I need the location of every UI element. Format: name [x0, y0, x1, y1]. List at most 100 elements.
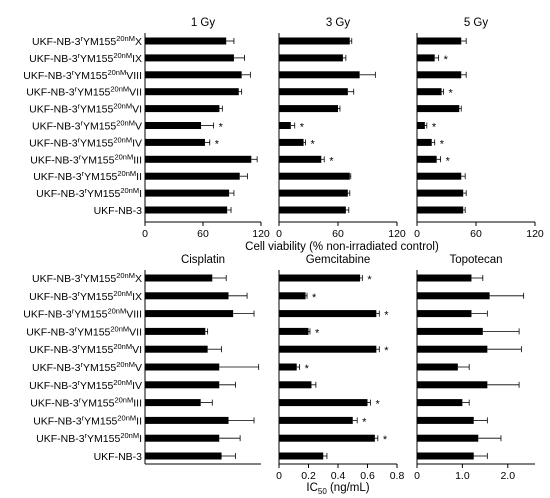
row-label: UKF-NB-3rYM15520nMI [36, 186, 142, 200]
panel-title: Gemcitabine [306, 254, 371, 266]
row-label: UKF-NB-3rYM15520nMVI [29, 102, 142, 116]
x-tick-label: 60 [197, 228, 209, 240]
bar [145, 138, 205, 146]
chart-panel: Cisplatin [144, 254, 261, 465]
bar [145, 452, 222, 460]
bar [279, 54, 343, 62]
significance-star: * [219, 122, 224, 134]
row-label: UKF-NB-3rYM15520nMV [32, 360, 142, 374]
x-tick-label: 0.2 [301, 470, 316, 482]
bar [417, 105, 460, 113]
row-label: UKF-NB-3rYM15520nMIX [29, 51, 142, 65]
chart-panel: 5 Gy0 60 120***** [414, 17, 544, 240]
significance-star: * [432, 122, 437, 134]
bar [145, 274, 213, 282]
bar [279, 292, 306, 300]
bar [417, 399, 463, 407]
bar [279, 274, 361, 282]
row-label: UKF-NB-3 [94, 451, 143, 463]
bottom-axis-title-main: IC [306, 482, 318, 494]
bar [279, 172, 350, 180]
bar [145, 122, 202, 129]
bar [279, 363, 297, 371]
row-label: UKF-NB-3rYM15520nMV [32, 119, 142, 133]
significance-star: * [449, 88, 454, 100]
bar [279, 71, 360, 79]
row-label: UKF-NB-3rYM15520nMII [33, 169, 142, 183]
significance-star: * [384, 310, 389, 322]
panel-title: Topotecan [449, 254, 502, 266]
bar [279, 310, 377, 318]
bar [145, 37, 227, 45]
bar [417, 434, 479, 442]
bar [417, 327, 483, 335]
bar [145, 434, 220, 442]
row-label: UKF-NB-3rYM15520nMII [33, 413, 142, 427]
bar [417, 88, 442, 96]
x-tick-label: 0.8 [390, 470, 405, 482]
bar [279, 416, 353, 424]
significance-star: * [375, 399, 380, 411]
row-label: UKF-NB-3rYM15520nMIV [29, 135, 142, 149]
row-label: UKF-NB-3rYM15520nMI [36, 431, 142, 445]
x-tick-label: 0 [276, 470, 282, 482]
bar [279, 345, 377, 353]
bar [279, 138, 304, 146]
bar [417, 122, 425, 129]
x-tick-label: 120 [526, 228, 544, 240]
bar [417, 172, 462, 180]
row-label: UKF-NB-3rYM15520nMIX [29, 289, 142, 303]
x-tick-label: 0 [414, 228, 420, 240]
bar [145, 172, 240, 180]
bottom-axis-title-unit: (ng/mL) [327, 482, 370, 494]
significance-star: * [300, 122, 305, 134]
bar [145, 310, 234, 318]
bar [279, 452, 324, 460]
x-tick-label: 0 [276, 228, 282, 240]
chart-panel: Gemcitabine 0 0.2 0.4 0.6 0.8 * * * * * * * * * [276, 254, 404, 482]
bar [145, 189, 230, 197]
bar [145, 381, 220, 389]
bar [417, 292, 490, 300]
bottom-axis-title: IC50 (ng/mL) [306, 482, 369, 496]
chart-panel: 3 Gy 0 60 120 * * * [276, 17, 406, 240]
chart-panel: Topotecan 0 1.0 2.0 [414, 254, 535, 482]
bar [279, 189, 348, 197]
significance-star: * [305, 363, 310, 375]
bar [279, 37, 350, 45]
significance-star: * [311, 138, 316, 150]
row-labels-top: UKF-NB-3rYM15520nMX UKF-NB-3rYM15520nMIX U… [23, 34, 142, 217]
significance-star: * [444, 54, 449, 66]
bar [417, 381, 488, 389]
panel-title: 3 Gy [326, 17, 351, 29]
bar [417, 54, 435, 62]
bar [279, 88, 348, 96]
x-tick-label: 120 [388, 228, 406, 240]
x-tick-label: 0 [142, 228, 148, 240]
panels: 1 Gy0 60 120**3 Gy0 60 120***5 Gy0 60 120*****… [142, 17, 544, 482]
significance-star: * [440, 138, 445, 150]
x-tick-label: 0.4 [331, 470, 346, 482]
x-tick-label: 0.6 [360, 470, 375, 482]
bar [417, 363, 458, 371]
bar [417, 189, 464, 197]
bar [145, 105, 220, 113]
row-label: UKF-NB-3rYM15520nMVIII [23, 68, 142, 82]
significance-star: * [446, 155, 451, 167]
bar [417, 452, 474, 460]
bar [417, 416, 474, 424]
bar [279, 105, 338, 113]
row-label: UKF-NB-3rYM15520nMIII [30, 396, 142, 410]
row-labels-bottom: UKF-NB-3rYM15520nMX UKF-NB-3rYM15520nMIX U… [23, 271, 142, 463]
row-label: UKF-NB-3rYM15520nMVIII [23, 307, 142, 321]
significance-star: * [384, 345, 389, 357]
bar [145, 71, 242, 79]
bar [417, 155, 437, 163]
bar [145, 54, 234, 62]
significance-star: * [362, 416, 367, 428]
row-label: UKF-NB-3rYM15520nMVII [26, 324, 142, 338]
bar [279, 399, 368, 407]
row-label: UKF-NB-3rYM15520nMVII [26, 85, 142, 99]
chart-panel: 1 Gy 0 60 120 * * [142, 17, 270, 240]
